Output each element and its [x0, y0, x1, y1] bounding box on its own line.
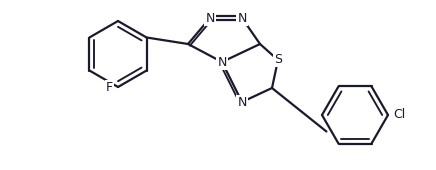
Text: N: N	[237, 12, 247, 24]
Text: F: F	[106, 81, 113, 94]
Text: N: N	[205, 12, 215, 24]
Text: N: N	[237, 96, 247, 108]
Text: N: N	[217, 55, 227, 69]
Text: S: S	[274, 54, 282, 66]
Text: Cl: Cl	[393, 108, 405, 122]
